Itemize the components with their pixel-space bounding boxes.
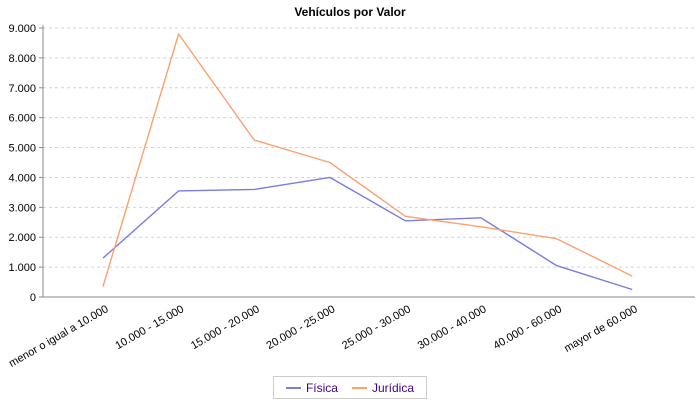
- y-tick-label: 9.000: [8, 23, 36, 35]
- y-tick-label: 8.000: [8, 53, 36, 65]
- x-category-label: 15.000 - 20.000: [189, 303, 262, 352]
- x-category-label: menor o igual a 10.000: [7, 303, 110, 370]
- y-tick-label: 1.000: [8, 262, 36, 274]
- legend-label-juridica: Jurídica: [371, 380, 415, 395]
- y-tick-label: 0: [30, 292, 36, 304]
- y-tick-label: 4.000: [8, 172, 36, 184]
- legend-box: Física Jurídica: [272, 376, 428, 399]
- series-line-juridica: [102, 33, 633, 287]
- y-tick-label: 6.000: [8, 113, 36, 125]
- legend: Física Jurídica: [0, 376, 700, 399]
- y-tick-label: 2.000: [8, 232, 36, 244]
- legend-item-fisica: Física: [285, 380, 338, 395]
- x-category-label: 25.000 - 30.000: [340, 303, 413, 352]
- series-line-fisica: [102, 176, 633, 291]
- x-category-label: 30.000 - 40.000: [416, 303, 489, 352]
- x-category-label: 40.000 - 60.000: [491, 303, 564, 352]
- x-category-label: mayor de 60.000: [562, 303, 640, 355]
- x-category-label: 10.000 - 15.000: [113, 303, 186, 352]
- x-category-label: 20.000 - 25.000: [265, 303, 338, 352]
- legend-item-juridica: Jurídica: [351, 380, 415, 395]
- chart-title: Vehículos por Valor: [294, 5, 406, 19]
- legend-swatch-juridica: [351, 386, 367, 389]
- y-tick-label: 3.000: [8, 202, 36, 214]
- legend-swatch-fisica: [285, 386, 301, 389]
- legend-label-fisica: Física: [305, 380, 338, 395]
- y-tick-label: 7.000: [8, 83, 36, 95]
- y-tick-label: 5.000: [8, 143, 36, 155]
